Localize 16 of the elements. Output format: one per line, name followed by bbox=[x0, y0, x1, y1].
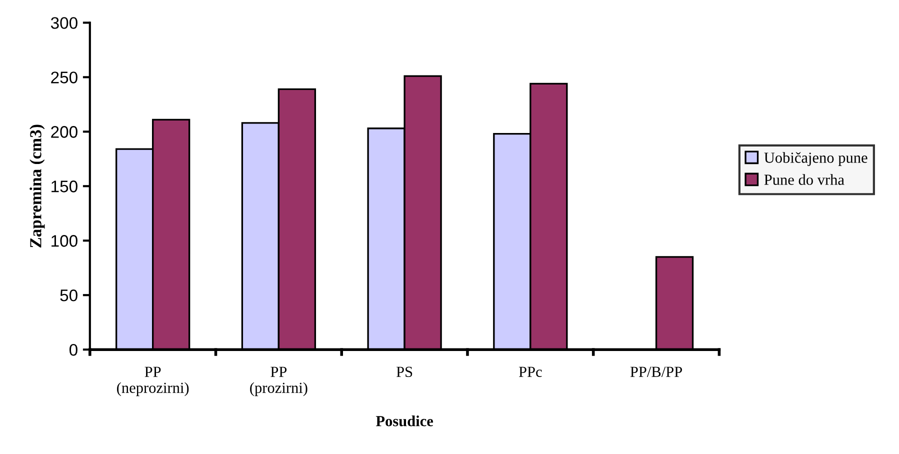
y-tick-label: 250 bbox=[51, 72, 78, 84]
legend-label: Uobičajeno pune bbox=[764, 152, 868, 166]
x-axis-title: Posudice bbox=[376, 416, 434, 426]
legend-label: Pune do vrha bbox=[764, 174, 844, 185]
x-tick-label: PP/B/PP bbox=[630, 366, 682, 377]
y-axis-title: Zapremina (cm3) bbox=[30, 124, 45, 248]
y-tick-label: 300 bbox=[50, 17, 78, 29]
y-tick-label: 0 bbox=[69, 344, 78, 356]
y-tick-label: 100 bbox=[52, 235, 78, 247]
x-tick-label: PP (prozirni) bbox=[250, 366, 308, 396]
x-tick-label: PS bbox=[396, 366, 412, 377]
y-tick-label: 150 bbox=[52, 180, 78, 192]
y-tick-label: 50 bbox=[60, 290, 78, 302]
x-tick-label: PPc bbox=[518, 366, 542, 377]
y-tick-label: 200 bbox=[51, 126, 78, 138]
x-tick-label: PP (neprozirni) bbox=[117, 366, 189, 396]
